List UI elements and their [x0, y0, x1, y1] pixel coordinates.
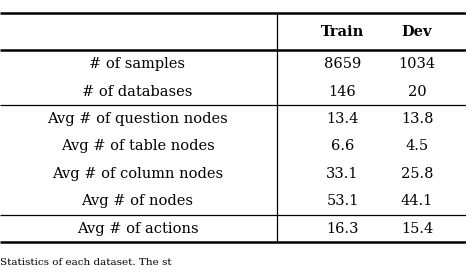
Text: 1034: 1034 [398, 57, 436, 71]
Text: Avg # of table nodes: Avg # of table nodes [61, 139, 214, 153]
Text: 33.1: 33.1 [326, 167, 359, 181]
Text: 4.5: 4.5 [405, 139, 429, 153]
Text: Avg # of nodes: Avg # of nodes [82, 194, 193, 208]
Text: Avg # of column nodes: Avg # of column nodes [52, 167, 223, 181]
Text: 146: 146 [329, 85, 356, 99]
Text: 44.1: 44.1 [401, 194, 433, 208]
Text: Train: Train [321, 25, 364, 39]
Text: Statistics of each dataset. The st: Statistics of each dataset. The st [0, 258, 171, 267]
Text: Avg # of question nodes: Avg # of question nodes [47, 112, 228, 126]
Text: Dev: Dev [402, 25, 432, 39]
Text: 13.8: 13.8 [401, 112, 433, 126]
Text: 16.3: 16.3 [326, 222, 359, 236]
Text: 8659: 8659 [324, 57, 361, 71]
Text: 25.8: 25.8 [401, 167, 433, 181]
Text: Avg # of actions: Avg # of actions [77, 222, 198, 236]
Text: 20: 20 [408, 85, 426, 99]
Text: 53.1: 53.1 [326, 194, 359, 208]
Text: # of databases: # of databases [82, 85, 192, 99]
Text: # of samples: # of samples [89, 57, 185, 71]
Text: 13.4: 13.4 [326, 112, 359, 126]
Text: 15.4: 15.4 [401, 222, 433, 236]
Text: 6.6: 6.6 [331, 139, 354, 153]
